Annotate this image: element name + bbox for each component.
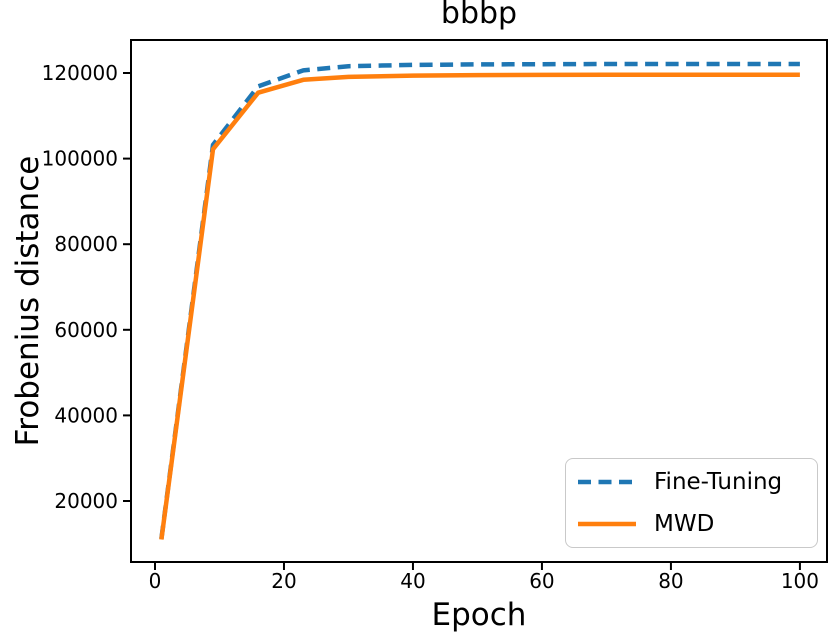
legend-item-fine-tuning: Fine-Tuning xyxy=(576,464,817,500)
legend-item-mwd: MWD xyxy=(576,506,817,542)
legend-label-fine-tuning: Fine-Tuning xyxy=(654,468,783,495)
mwd-solid-line-icon xyxy=(578,521,636,527)
y-tick-label: 20000 xyxy=(54,489,118,513)
x-tick-label: 0 xyxy=(149,569,162,593)
y-tick-label: 100000 xyxy=(42,147,118,171)
legend-label-mwd: MWD xyxy=(654,510,715,537)
x-axis-label: Epoch xyxy=(431,597,527,633)
fine-tuning-dashed-line-icon xyxy=(578,479,636,485)
x-tick-label: 40 xyxy=(400,569,425,593)
plot-border xyxy=(130,39,828,563)
y-tick-label: 60000 xyxy=(54,318,118,342)
y-axis-label: Frobenius distance xyxy=(10,155,46,447)
legend: Fine-Tuning MWD xyxy=(565,458,818,548)
x-tick-label: 20 xyxy=(271,569,296,593)
y-tick-label: 40000 xyxy=(54,403,118,427)
x-tick-label: 100 xyxy=(781,569,819,593)
y-tick-label: 120000 xyxy=(42,61,118,85)
chart-title: bbbp xyxy=(440,0,518,31)
y-tick-label: 80000 xyxy=(54,232,118,256)
series-line-mwd xyxy=(159,72,800,540)
series-line-fine-tuning xyxy=(159,61,800,539)
x-tick-label: 80 xyxy=(658,569,683,593)
x-tick-label: 60 xyxy=(529,569,554,593)
